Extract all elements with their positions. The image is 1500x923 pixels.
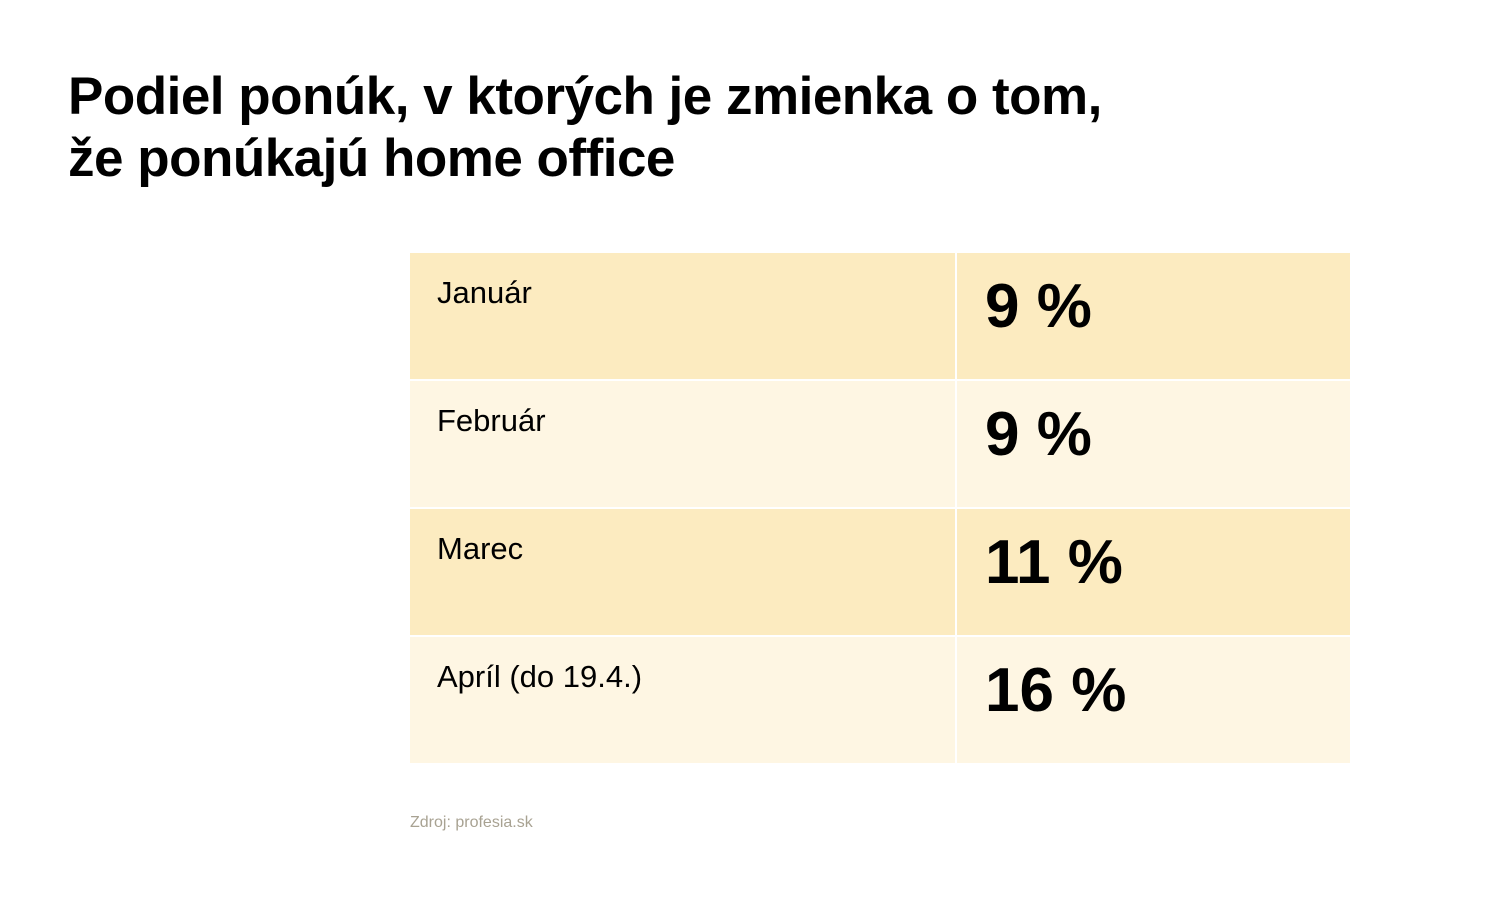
value-label: 9 % (957, 253, 1350, 379)
value-label: 9 % (957, 381, 1350, 507)
month-label: Január (410, 253, 955, 379)
table-row: Február 9 % (410, 381, 1350, 507)
value-label: 16 % (957, 637, 1350, 763)
title-line-2: že ponúkajú home office (68, 129, 675, 188)
source-note: Zdroj: profesia.sk (410, 814, 533, 831)
month-label: Marec (410, 509, 955, 635)
table-row: Január 9 % (410, 253, 1350, 379)
month-label: Február (410, 381, 955, 507)
chart-title: Podiel ponúk, v ktorých je zmienka o tom… (68, 66, 1102, 190)
table-row: Apríl (do 19.4.) 16 % (410, 637, 1350, 763)
value-label: 11 % (957, 509, 1350, 635)
data-table: Január 9 % Február 9 % Marec 11 % Apríl … (410, 253, 1350, 765)
table-row: Marec 11 % (410, 509, 1350, 635)
month-label: Apríl (do 19.4.) (410, 637, 955, 763)
title-line-1: Podiel ponúk, v ktorých je zmienka o tom… (68, 67, 1102, 126)
